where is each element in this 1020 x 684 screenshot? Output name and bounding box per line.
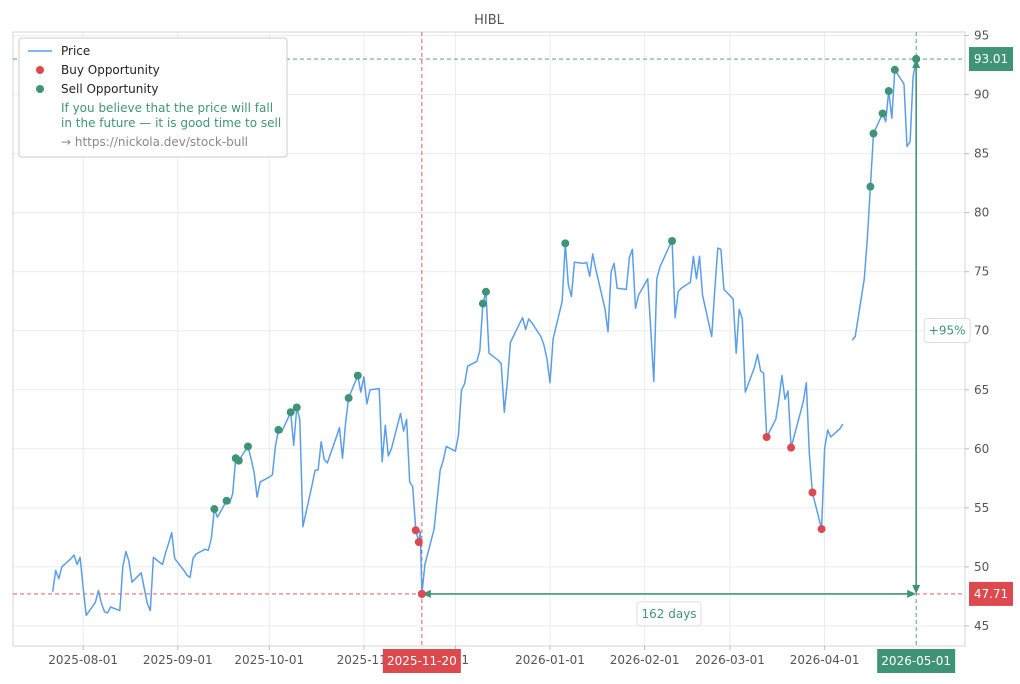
y-tick-label: 85	[974, 147, 989, 161]
days-arrow-head-left	[421, 589, 431, 598]
x-axis: 2025-08-012025-09-012025-10-012025-11-2-…	[48, 646, 860, 667]
price-series	[51, 58, 917, 617]
x-tick-label: 2026-04-01	[790, 653, 860, 667]
sell-point	[878, 109, 887, 118]
x-tick-label: 2026-02-01	[610, 653, 680, 667]
high-date-badge	[877, 649, 956, 673]
y-tick-label: 50	[974, 560, 989, 574]
low-value-badge	[969, 581, 1013, 606]
low-date-badge	[382, 649, 461, 673]
high-value-label: 93.01	[974, 52, 1008, 66]
sell-point	[234, 456, 243, 465]
sell-point	[210, 505, 219, 514]
markers	[210, 55, 921, 598]
change-arrow-head-bottom	[912, 584, 921, 594]
y-tick-label: 95	[974, 29, 989, 43]
sell-point	[668, 236, 677, 245]
y-tick-label: 90	[974, 88, 989, 102]
y-tick-label: 80	[974, 206, 989, 220]
legend: Price Buy Opportunity Sell Opportunity I…	[18, 37, 288, 158]
sell-point	[344, 394, 353, 403]
chart-title: HIBL	[474, 13, 505, 28]
legend-note-line1: If you believe that the price will fall	[61, 101, 273, 115]
x-tick-label: 2026-01-01	[515, 653, 585, 667]
y-tick-label: 45	[974, 619, 989, 633]
legend-sell-swatch	[36, 85, 44, 93]
legend-note-line2: in the future — it is good time to sell	[61, 116, 281, 130]
y-tick-label: 55	[974, 501, 989, 515]
price-line	[51, 240, 844, 617]
sell-point	[286, 408, 295, 417]
legend-link[interactable]: → https://nickola.dev/stock-bull	[61, 135, 248, 149]
buy-point	[808, 488, 817, 497]
high-date-label: 2026-05-01	[881, 654, 951, 668]
y-tick-label: 75	[974, 265, 989, 279]
days-label: 162 days	[642, 607, 697, 621]
change-label: +95%	[929, 323, 966, 337]
legend-buy-swatch	[36, 66, 44, 74]
sell-point	[478, 299, 487, 308]
low-value-label: 47.71	[974, 587, 1008, 601]
x-tick-label: 2025-09-01	[143, 653, 213, 667]
sell-point	[274, 425, 283, 434]
sell-point	[869, 129, 878, 138]
legend-box	[18, 37, 288, 158]
sell-point	[222, 496, 231, 505]
value-labels: 93.01 47.71 2025-11-20 2026-05-01	[382, 47, 1013, 673]
buy-point	[414, 538, 423, 547]
high-value-badge	[969, 47, 1013, 72]
y-tick-label: 70	[974, 324, 989, 338]
legend-price-label: Price	[61, 44, 90, 58]
legend-buy-label: Buy Opportunity	[61, 63, 160, 77]
days-label-box	[636, 601, 702, 627]
low-date-label: 2025-11-20	[387, 654, 457, 668]
sell-point	[561, 239, 570, 248]
y-axis: 45 50 55 60 65 70 75 80 85 90 95	[965, 29, 989, 633]
y-tick-label: 65	[974, 383, 989, 397]
y-tick-label: 60	[974, 442, 989, 456]
sell-point	[243, 442, 252, 451]
buy-point	[762, 433, 771, 442]
sell-point	[481, 287, 490, 296]
price-line	[851, 58, 917, 341]
sell-point	[884, 87, 893, 96]
sell-point	[292, 403, 301, 412]
x-tick-label: 2025-11-	[337, 653, 391, 667]
buy-point	[787, 443, 796, 452]
measure-annotation: 162 days +95%	[417, 55, 971, 627]
x-tick-label: 2025-10-01	[234, 653, 304, 667]
x-tick-label: 2026-03-01	[695, 653, 765, 667]
sell-point	[353, 371, 362, 380]
high-point	[912, 55, 921, 64]
change-arrow-head-top	[912, 59, 921, 69]
low-point	[417, 589, 426, 598]
sell-point	[890, 65, 899, 74]
buy-point	[817, 525, 826, 534]
change-label-box	[923, 317, 971, 343]
days-arrow-head-right	[907, 589, 917, 598]
buy-point	[411, 526, 420, 535]
x-tick-label: 2025-08-01	[48, 653, 118, 667]
sell-point	[866, 182, 875, 191]
legend-sell-label: Sell Opportunity	[61, 82, 159, 96]
